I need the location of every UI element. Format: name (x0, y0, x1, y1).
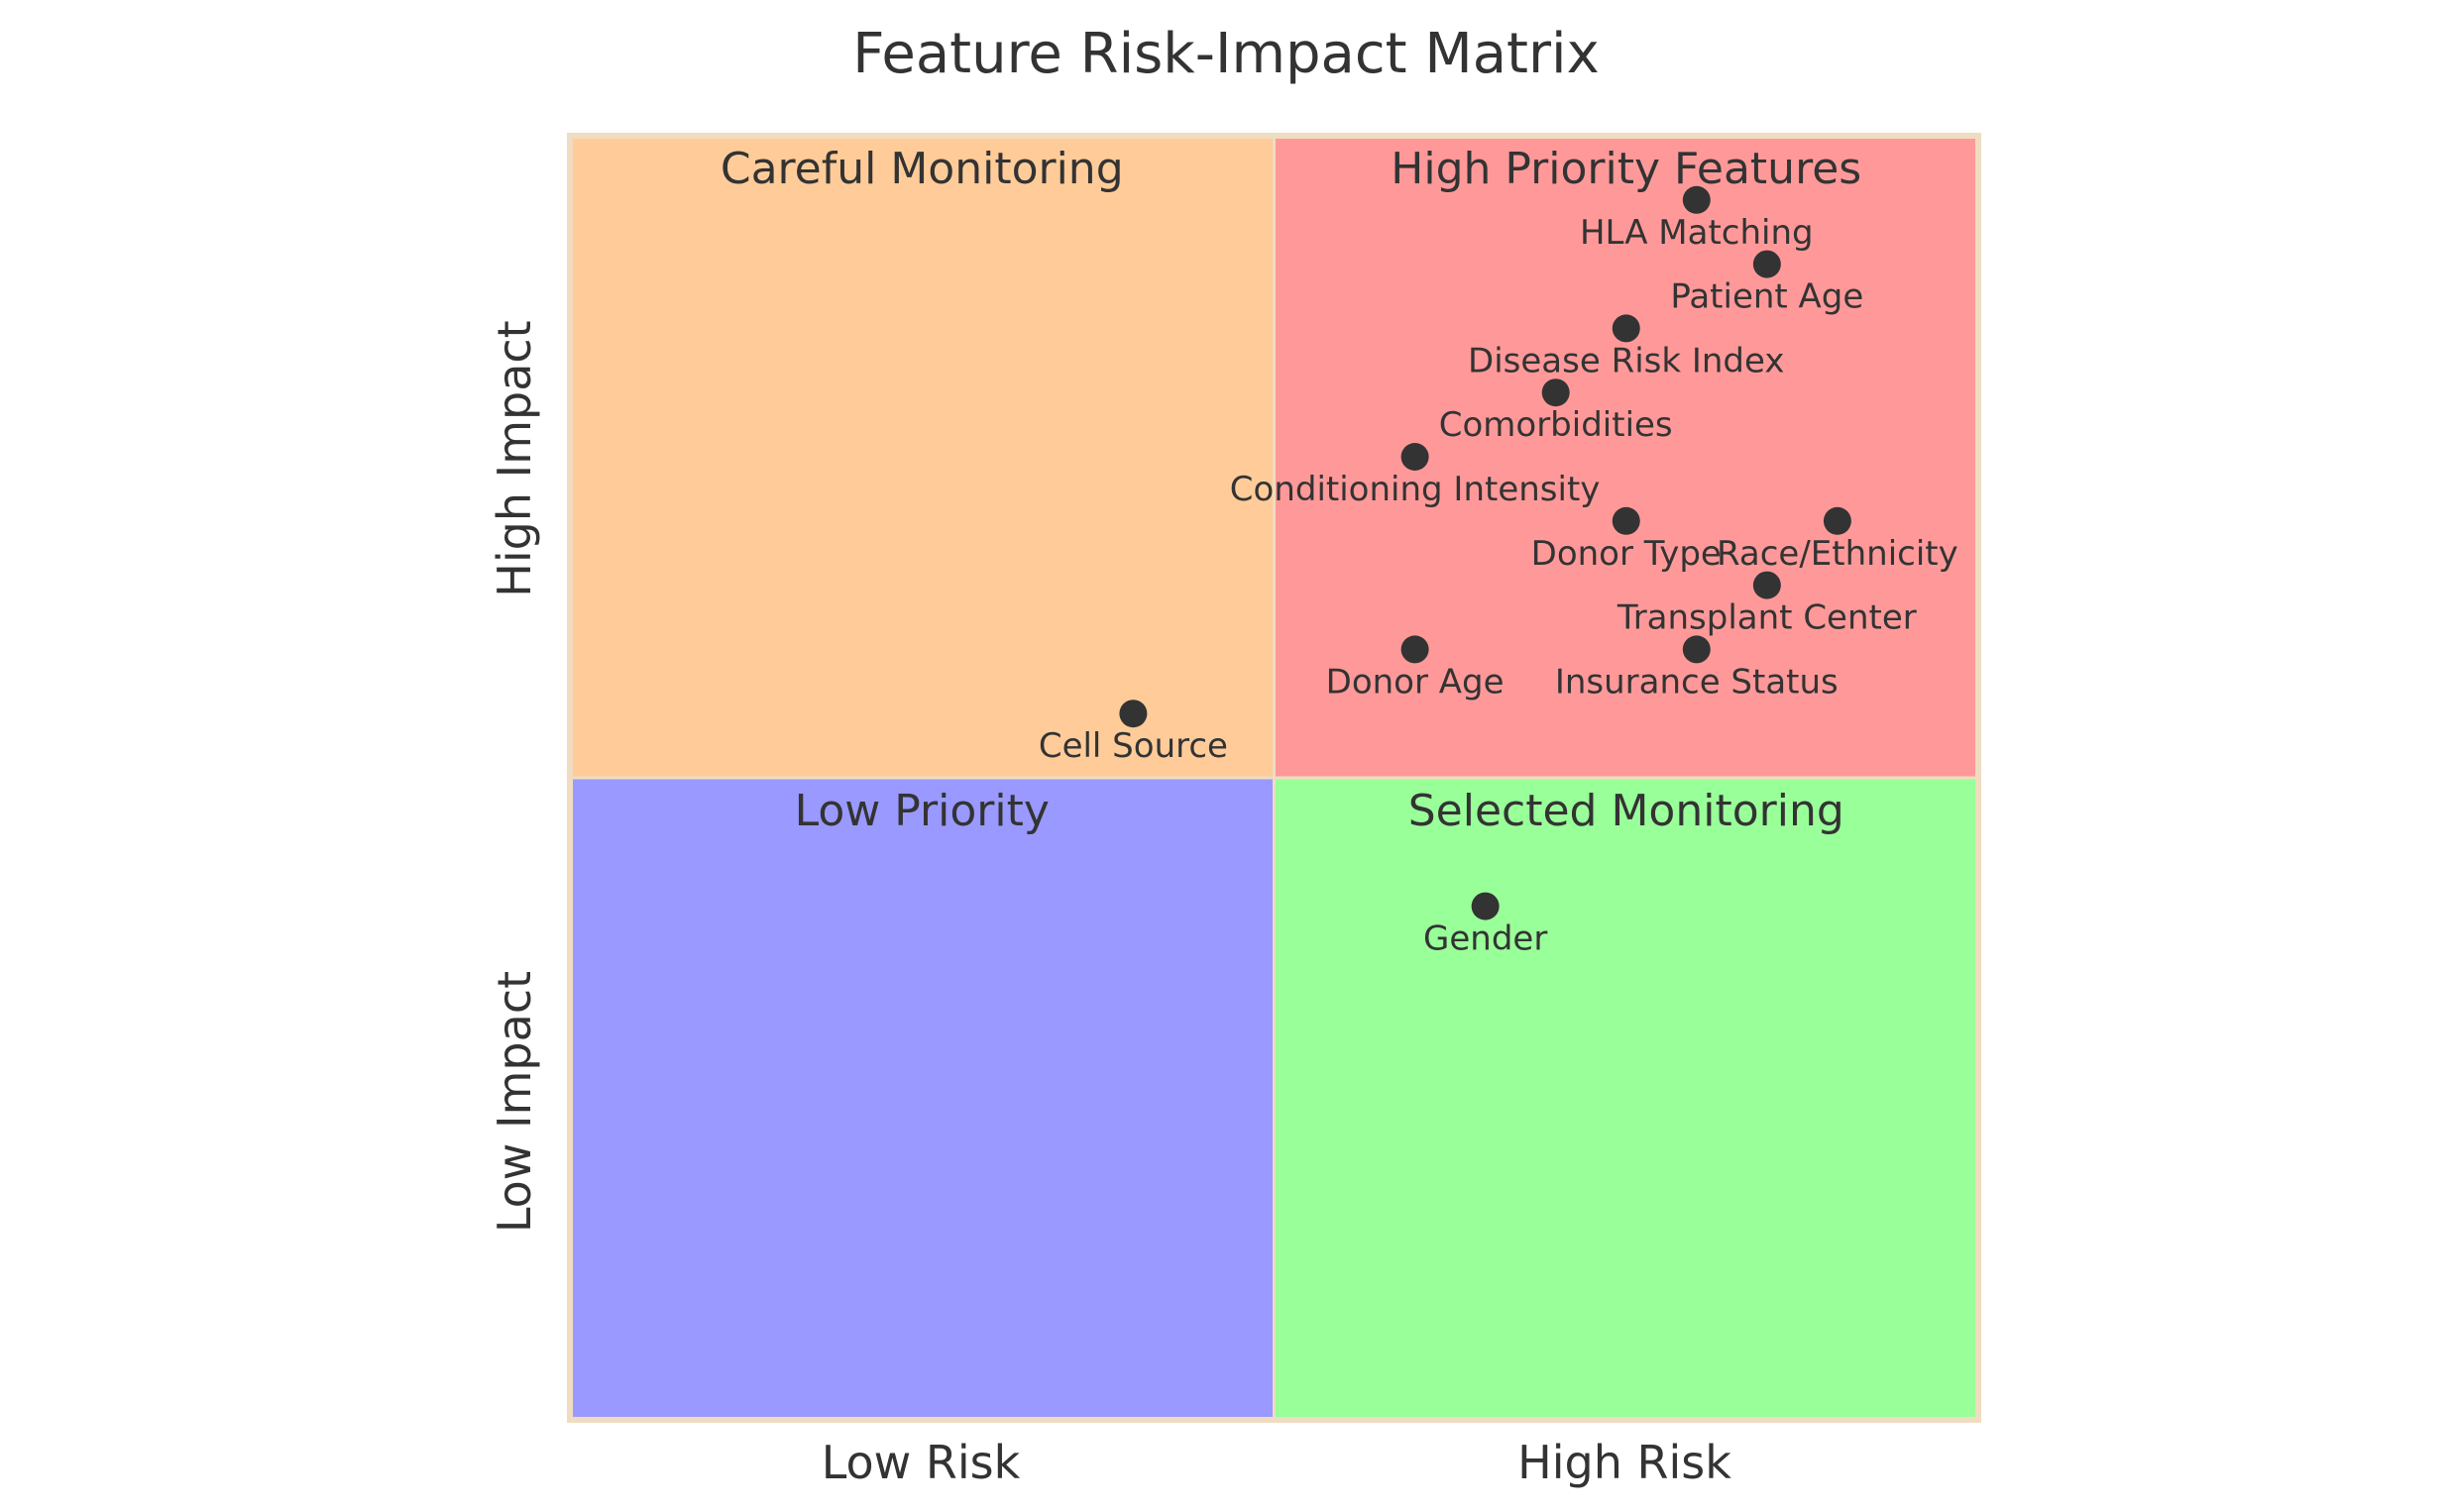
data-point: Transplant Center (1617, 571, 1917, 638)
plot-border (567, 133, 1981, 1423)
data-point-label: Gender (1423, 919, 1547, 959)
data-point-label: Disease Risk Index (1468, 341, 1784, 380)
data-point: Insurance Status (1555, 635, 1839, 702)
quadrant-1-label: High Priority Features (1391, 144, 1861, 194)
data-point-marker (1682, 635, 1711, 664)
data-point-marker (1752, 250, 1781, 278)
data-point-marker (1752, 571, 1781, 599)
data-point: Conditioning Intensity (1230, 443, 1601, 509)
data-point-marker (1823, 506, 1851, 535)
y-axis-low-label: Low Impact (488, 971, 541, 1233)
x-axis-low-label: Low Risk (822, 1436, 1021, 1489)
data-point: Race/Ethnicity (1717, 506, 1958, 574)
data-point-label: Donor Type (1531, 534, 1722, 574)
y-axis-high-label: High Impact (488, 320, 541, 596)
data-point: Cell Source (1039, 700, 1228, 766)
data-point-marker (1612, 506, 1640, 535)
data-point-label: Race/Ethnicity (1717, 534, 1958, 574)
data-point-label: Conditioning Intensity (1230, 470, 1601, 509)
points-layer: HLA Matching Patient Age Disease Risk Inde… (1039, 185, 1958, 959)
data-point-label: Patient Age (1670, 277, 1863, 317)
data-point-label: Transplant Center (1617, 598, 1917, 638)
chart-title: Feature Risk-Impact Matrix (852, 22, 1599, 86)
data-point-marker (1400, 635, 1429, 664)
data-point-marker (1119, 700, 1148, 728)
data-point: Patient Age (1670, 250, 1863, 317)
data-point: Disease Risk Index (1468, 314, 1784, 380)
quadrant-4-label: Selected Monitoring (1408, 786, 1844, 836)
data-point-label: Insurance Status (1555, 662, 1839, 702)
axis-labels-layer: Low Risk High Risk High Impact Low Impac… (488, 320, 1731, 1489)
quadrant-2-area (568, 134, 1276, 780)
quadrant-3-label: Low Priority (795, 786, 1050, 836)
data-point: HLA Matching (1580, 185, 1814, 253)
data-point-marker (1682, 185, 1711, 214)
data-point-marker (1541, 378, 1570, 407)
data-point-label: Donor Age (1326, 662, 1505, 702)
data-point-label: Cell Source (1039, 726, 1228, 766)
quadrant-2-label: Careful Monitoring (721, 144, 1124, 194)
quadrants-layer: High Priority Features Careful Monitoring… (567, 133, 1981, 1423)
quadrant-3-area (568, 776, 1276, 1422)
data-point-marker (1400, 443, 1429, 471)
data-point-label: HLA Matching (1580, 213, 1814, 253)
data-point: Donor Age (1326, 635, 1505, 702)
data-point: Donor Type (1531, 506, 1722, 574)
quadrant-1-area (1273, 134, 1980, 780)
data-point: Comorbidities (1439, 378, 1673, 445)
data-point-marker (1471, 892, 1500, 920)
data-point: Gender (1423, 892, 1547, 959)
data-point-marker (1612, 314, 1640, 343)
x-axis-high-label: High Risk (1517, 1436, 1731, 1489)
data-point-label: Comorbidities (1439, 405, 1673, 445)
quadrant-4-area (1273, 776, 1980, 1422)
